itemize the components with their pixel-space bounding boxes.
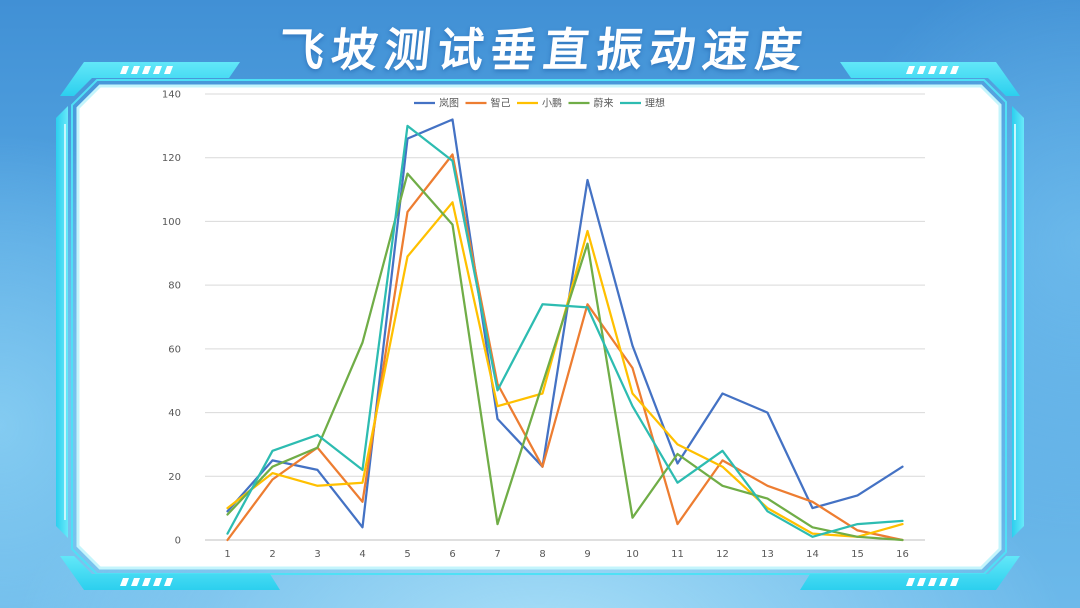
legend-label: 智己 [491,97,511,110]
x-tick-label: 11 [671,549,684,560]
y-tick-label: 140 [162,90,181,101]
series-line-1 [226,118,904,529]
frame-bar-right-highlight [1014,124,1016,520]
legend-label: 小鹏 [542,97,562,110]
series-line-4 [226,172,904,542]
x-tick-label: 7 [494,549,500,560]
legend-item: 智己 [465,97,511,110]
x-tick-label: 3 [314,549,320,560]
legend-label: 岚图 [439,98,459,110]
y-tick-label: 20 [168,472,181,483]
frame-stripes-bottom-left [120,578,173,586]
chart-panel [76,84,1002,570]
y-tick-label: 100 [162,217,181,228]
frame-stripes-bottom-right [906,578,959,586]
x-tick-label: 4 [359,549,365,560]
x-tick-label: 16 [896,549,909,560]
frame-stripes-top-left [120,66,173,74]
legend-label: 蔚来 [594,98,614,110]
frame-stripes-top-right [906,66,959,74]
x-tick-label: 15 [851,549,864,560]
series-line-5 [226,124,904,538]
series [226,118,904,542]
chart-title: 飞坡测试垂直振动速度 [275,23,812,77]
x-tick-label: 6 [449,549,455,560]
y-tick-label: 40 [168,408,181,419]
legend: 岚图 智己 小鹏 蔚来 理想 [414,97,665,110]
gridlines [205,93,925,541]
frame-tab-bottom-right [800,556,1020,590]
x-tick-label: 13 [761,549,774,560]
x-axis: 1 2 3 4 5 6 7 8 9 10 11 12 13 14 15 16 [224,549,909,560]
y-tick-label: 0 [175,536,181,547]
frame-tab-top-right [840,62,1020,96]
legend-item: 理想 [620,97,665,110]
legend-item: 岚图 [414,98,459,110]
series-line-2 [226,153,904,542]
frame-bar-left-highlight [64,124,66,520]
legend-label: 理想 [645,97,665,110]
y-tick-label: 120 [162,153,181,164]
x-tick-label: 10 [626,549,639,560]
x-tick-label: 8 [539,549,545,560]
x-tick-label: 9 [584,549,590,560]
x-tick-label: 12 [716,549,729,560]
legend-item: 蔚来 [568,98,614,110]
x-tick-label: 1 [224,549,230,560]
y-axis: 0 20 40 60 80 100 120 140 [162,90,181,547]
y-tick-label: 60 [168,344,181,355]
x-tick-label: 5 [404,549,410,560]
frame-tab-bottom-left [60,556,280,590]
frame-tab-top-left [60,62,240,96]
legend-item: 小鹏 [517,97,562,110]
x-tick-label: 2 [269,549,275,560]
y-tick-label: 80 [168,281,181,292]
x-tick-label: 14 [806,549,819,560]
